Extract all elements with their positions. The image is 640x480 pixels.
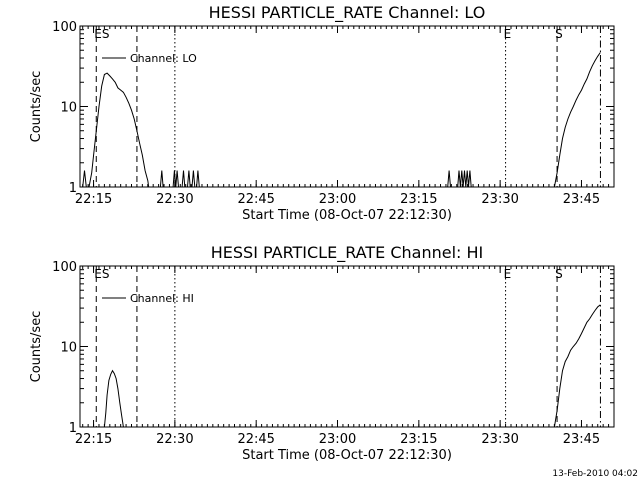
series-line: [103, 304, 601, 427]
y-tick-label: 1: [69, 181, 77, 196]
x-tick-label: 22:45: [237, 192, 274, 207]
y-tick-label: 100: [52, 260, 77, 275]
x-tick-label: 23:15: [400, 432, 437, 447]
x-tick-label: 23:15: [400, 192, 437, 207]
chart-title: HESSI PARTICLE_RATE Channel: HI: [211, 243, 484, 263]
y-tick-label: 10: [60, 101, 77, 116]
x-tick-label: 22:45: [237, 432, 274, 447]
event-marker-label: E: [504, 267, 512, 281]
y-tick-label: 100: [52, 20, 77, 35]
y-axis-label: Counts/sec: [29, 71, 44, 143]
x-tick-label: 23:45: [563, 432, 600, 447]
x-tick-label: 22:15: [75, 432, 112, 447]
x-axis-label: Start Time (08-Oct-07 22:12:30): [242, 448, 452, 463]
x-tick-label: 23:00: [319, 432, 356, 447]
x-tick-label: 23:30: [481, 192, 518, 207]
event-marker-label: S: [555, 267, 563, 281]
footer-timestamp: 13-Feb-2010 04:02: [552, 469, 638, 479]
y-axis-label: Counts/sec: [29, 311, 44, 383]
event-marker-label: ES: [94, 27, 109, 41]
event-marker-label: S: [555, 27, 563, 41]
x-tick-label: 22:15: [75, 192, 112, 207]
charts: HESSI PARTICLE_RATE Channel: LO 22:15 22:3…: [29, 3, 615, 463]
legend-label: Channel: HI: [130, 292, 194, 305]
x-tick-label: 23:00: [319, 192, 356, 207]
x-tick-label: 23:30: [481, 432, 518, 447]
x-tick-label: 23:45: [563, 192, 600, 207]
y-tick-label: 10: [60, 341, 77, 356]
series-line: [82, 52, 601, 187]
legend-label: Channel: LO: [130, 52, 197, 65]
x-axis-label: Start Time (08-Oct-07 22:12:30): [242, 208, 452, 223]
event-marker-label: E: [504, 27, 512, 41]
x-tick-label: 22:30: [156, 432, 193, 447]
event-marker-label: ES: [94, 267, 109, 281]
chart-panel: HESSI PARTICLE_RATE Channel: HI 22:15 22:3…: [29, 243, 615, 463]
x-tick-label: 22:30: [156, 192, 193, 207]
chart-panel: HESSI PARTICLE_RATE Channel: LO 22:15 22:3…: [29, 3, 615, 223]
chart-title: HESSI PARTICLE_RATE Channel: LO: [209, 3, 486, 23]
y-tick-label: 1: [69, 421, 77, 436]
